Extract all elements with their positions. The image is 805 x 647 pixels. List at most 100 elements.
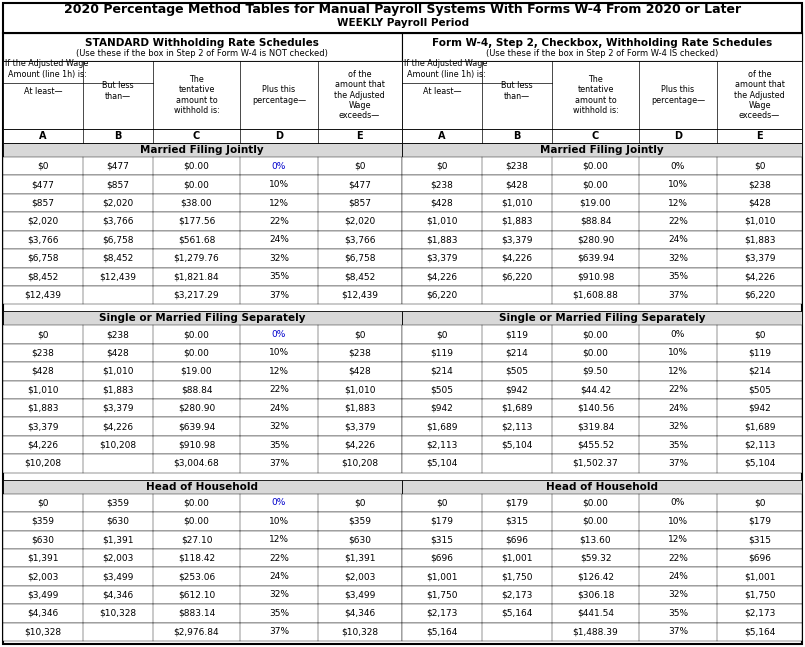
Text: $280.90: $280.90 — [577, 236, 614, 245]
Text: $280.90: $280.90 — [178, 404, 215, 413]
Text: $0.00: $0.00 — [583, 180, 609, 189]
Text: 24%: 24% — [269, 404, 289, 413]
Text: 35%: 35% — [668, 609, 688, 618]
Text: $2,003: $2,003 — [27, 572, 59, 581]
Text: $0: $0 — [353, 162, 365, 171]
Text: $19.00: $19.00 — [180, 367, 213, 376]
Bar — [3, 436, 402, 454]
Text: A: A — [438, 131, 446, 141]
Text: $505: $505 — [431, 386, 453, 394]
Text: $4,346: $4,346 — [102, 591, 134, 600]
Text: $10,328: $10,328 — [341, 628, 378, 636]
Text: 24%: 24% — [269, 572, 289, 581]
Text: 32%: 32% — [668, 422, 688, 431]
Text: $1,391: $1,391 — [27, 554, 59, 563]
Text: $2,020: $2,020 — [102, 199, 134, 208]
Text: $696: $696 — [506, 535, 529, 544]
Text: $238: $238 — [506, 162, 528, 171]
Text: $3,499: $3,499 — [102, 572, 134, 581]
Text: Form W-4, Step 2, Checkbox, Withholding Rate Schedules: Form W-4, Step 2, Checkbox, Withholding … — [431, 38, 772, 48]
Bar — [402, 249, 802, 267]
Text: $696: $696 — [748, 554, 771, 563]
Text: $10,328: $10,328 — [24, 628, 61, 636]
Text: $0.00: $0.00 — [184, 517, 209, 526]
Text: $942: $942 — [748, 404, 771, 413]
Text: $1,010: $1,010 — [502, 199, 533, 208]
Text: $238: $238 — [431, 180, 453, 189]
Text: $1,883: $1,883 — [744, 236, 775, 245]
Bar — [3, 311, 402, 325]
Text: $5,164: $5,164 — [744, 628, 775, 636]
Text: $1,689: $1,689 — [744, 422, 775, 431]
Text: $883.14: $883.14 — [178, 609, 215, 618]
Text: $3,499: $3,499 — [344, 591, 375, 600]
Text: A: A — [39, 131, 47, 141]
Text: $5,164: $5,164 — [502, 609, 533, 618]
Text: $3,766: $3,766 — [344, 236, 375, 245]
Text: $0.00: $0.00 — [583, 330, 609, 339]
Text: $505: $505 — [506, 367, 529, 376]
Text: $6,220: $6,220 — [744, 291, 775, 300]
Bar — [3, 586, 402, 604]
Text: $6,220: $6,220 — [427, 291, 457, 300]
Text: $179: $179 — [506, 498, 529, 507]
Bar — [3, 325, 402, 344]
Text: $0: $0 — [37, 162, 49, 171]
Text: $0.00: $0.00 — [583, 162, 609, 171]
Text: 37%: 37% — [269, 628, 289, 636]
Text: $1,001: $1,001 — [502, 554, 533, 563]
Text: At least—: At least— — [423, 87, 461, 96]
Text: $27.10: $27.10 — [181, 535, 213, 544]
Text: $238: $238 — [106, 330, 130, 339]
Text: $253.06: $253.06 — [178, 572, 215, 581]
Text: $4,226: $4,226 — [102, 422, 134, 431]
Text: If the Adjusted Wage
Amount (line 1h) is:: If the Adjusted Wage Amount (line 1h) is… — [6, 60, 89, 79]
Text: $177.56: $177.56 — [178, 217, 215, 226]
Text: 22%: 22% — [668, 217, 688, 226]
Text: 12%: 12% — [269, 199, 289, 208]
Text: $10,328: $10,328 — [100, 609, 137, 618]
Text: 24%: 24% — [668, 404, 688, 413]
Text: $639.94: $639.94 — [178, 422, 215, 431]
Bar — [402, 436, 802, 454]
Text: $8,452: $8,452 — [344, 272, 375, 281]
Text: $942: $942 — [506, 386, 528, 394]
Text: $1,010: $1,010 — [27, 386, 59, 394]
Text: $119: $119 — [506, 330, 529, 339]
Text: $2,173: $2,173 — [502, 591, 533, 600]
Bar — [3, 212, 402, 231]
Text: $238: $238 — [348, 349, 371, 357]
Text: $477: $477 — [348, 180, 371, 189]
Bar — [402, 344, 802, 362]
Text: $477: $477 — [31, 180, 55, 189]
Text: $4,226: $4,226 — [27, 441, 59, 450]
Text: $179: $179 — [431, 517, 453, 526]
Text: $3,379: $3,379 — [344, 422, 375, 431]
Text: $88.84: $88.84 — [580, 217, 611, 226]
Text: 2020 Percentage Method Tables for Manual Payroll Systems With Forms W-4 From 202: 2020 Percentage Method Tables for Manual… — [64, 3, 741, 17]
Text: 0%: 0% — [671, 498, 685, 507]
Text: $88.84: $88.84 — [181, 386, 213, 394]
Text: 12%: 12% — [269, 367, 289, 376]
Text: Married Filing Jointly: Married Filing Jointly — [140, 145, 264, 155]
Text: Single or Married Filing Separately: Single or Married Filing Separately — [99, 313, 305, 324]
Text: $1,883: $1,883 — [27, 404, 59, 413]
Text: 22%: 22% — [269, 217, 289, 226]
Text: 22%: 22% — [269, 386, 289, 394]
Text: $2,003: $2,003 — [102, 554, 134, 563]
Text: $505: $505 — [748, 386, 771, 394]
Bar — [3, 249, 402, 267]
Bar — [402, 531, 802, 549]
Text: $0: $0 — [37, 498, 49, 507]
Bar — [402, 549, 802, 567]
Text: $19.00: $19.00 — [580, 199, 611, 208]
Text: $3,766: $3,766 — [102, 217, 134, 226]
Text: 12%: 12% — [269, 535, 289, 544]
Text: $0.00: $0.00 — [184, 330, 209, 339]
Text: $1,883: $1,883 — [427, 236, 458, 245]
Bar — [3, 129, 402, 143]
Text: $0.00: $0.00 — [184, 349, 209, 357]
Text: $315: $315 — [748, 535, 771, 544]
Text: $0: $0 — [436, 330, 448, 339]
Text: 37%: 37% — [269, 459, 289, 468]
